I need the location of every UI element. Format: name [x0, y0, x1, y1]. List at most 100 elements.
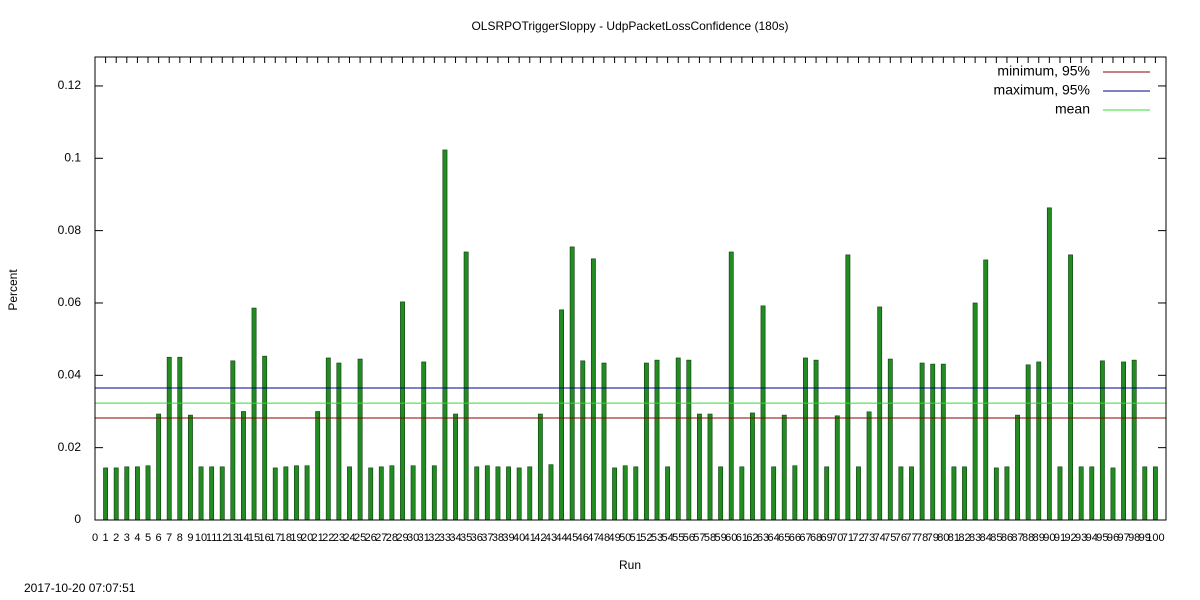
bar: [718, 466, 724, 521]
bar: [1110, 467, 1116, 521]
x-tick-label: 97: [1117, 532, 1129, 544]
x-tick-label: 75: [884, 532, 896, 544]
bar: [283, 466, 289, 521]
bar: [601, 362, 607, 521]
x-tick-label: 92: [1064, 532, 1076, 544]
bar: [315, 411, 321, 521]
bar: [1089, 466, 1095, 521]
bar: [103, 467, 109, 521]
bar: [887, 358, 893, 521]
x-tick-label: 58: [704, 532, 716, 544]
bar: [856, 466, 861, 521]
x-tick-label: 54: [661, 532, 673, 544]
x-tick-label: 63: [757, 532, 769, 544]
bar: [410, 465, 416, 521]
x-tick-label: 61: [736, 532, 748, 544]
bar: [463, 251, 469, 521]
x-tick-label: 56: [683, 532, 695, 544]
x-tick-label: 99: [1139, 532, 1151, 544]
bar: [739, 466, 745, 521]
x-tick-label: 83: [969, 532, 981, 544]
bar: [389, 465, 395, 521]
bar: [124, 466, 130, 521]
x-tick-label: 87: [1011, 532, 1023, 544]
x-tick-label: 31: [418, 532, 430, 544]
bar: [294, 465, 299, 521]
bar: [760, 305, 766, 521]
bar: [569, 246, 575, 521]
x-tick-label: 71: [842, 532, 854, 544]
bar: [643, 362, 649, 521]
x-tick-label: 16: [259, 532, 271, 544]
bar: [633, 466, 639, 521]
timestamp: 2017-10-20 07:07:51: [24, 581, 136, 595]
x-tick-label: 41: [524, 532, 536, 544]
bar: [750, 412, 755, 521]
x-tick-label: 20: [301, 532, 313, 544]
x-tick-label: 91: [1054, 532, 1066, 544]
bar: [474, 466, 480, 521]
bar: [877, 306, 883, 521]
x-tick-label: 4: [134, 532, 140, 544]
bar: [1057, 466, 1063, 521]
x-tick-label: 9: [187, 532, 193, 544]
x-tick-label: 13: [227, 532, 239, 544]
x-tick-label: 37: [481, 532, 493, 544]
x-tick-label: 78: [916, 532, 928, 544]
bar: [325, 357, 331, 521]
bar: [145, 465, 151, 521]
x-tick-label: 82: [958, 532, 970, 544]
bar: [771, 466, 777, 521]
x-tick-label: 21: [312, 532, 324, 544]
y-tick-label: 0.1: [64, 150, 81, 164]
x-tick-label: 76: [895, 532, 907, 544]
x-tick-label: 70: [831, 532, 843, 544]
x-tick-label: 17: [269, 532, 281, 544]
x-tick-label: 57: [693, 532, 705, 544]
x-tick-label: 67: [799, 532, 811, 544]
x-tick-label: 11: [206, 532, 217, 544]
bar: [665, 466, 671, 521]
x-tick-label: 84: [980, 532, 992, 544]
x-tick-label: 55: [672, 532, 684, 544]
x-tick-label: 50: [619, 532, 631, 544]
x-tick-label: 62: [746, 532, 758, 544]
x-tick-label: 35: [460, 532, 472, 544]
x-tick-label: 22: [322, 532, 334, 544]
x-tick-label: 19: [290, 532, 302, 544]
bar: [156, 413, 162, 521]
bar: [177, 356, 183, 521]
x-tick-label: 65: [778, 532, 790, 544]
bar: [813, 359, 819, 521]
bar: [792, 465, 798, 521]
bar: [909, 466, 914, 521]
bar: [824, 466, 830, 521]
bar: [580, 360, 586, 521]
bar: [198, 466, 204, 521]
bar: [686, 359, 692, 521]
x-tick-label: 38: [492, 532, 504, 544]
x-tick-label: 45: [566, 532, 578, 544]
x-tick-label: 100: [1146, 532, 1164, 544]
x-tick-label: 72: [852, 532, 864, 544]
bar: [336, 362, 342, 521]
x-tick-label: 59: [715, 532, 727, 544]
bar: [495, 466, 501, 521]
bar: [113, 467, 119, 521]
x-tick-label: 23: [333, 532, 345, 544]
bar: [251, 307, 257, 521]
bar: [134, 466, 140, 521]
bar: [590, 258, 596, 521]
x-tick-label: 47: [587, 532, 599, 544]
bar: [951, 466, 957, 521]
bar: [612, 467, 618, 521]
y-tick-label: 0: [74, 512, 81, 526]
bar: [357, 358, 363, 521]
x-tick-label: 95: [1096, 532, 1108, 544]
x-tick-label: 12: [216, 532, 228, 544]
x-tick-label: 32: [428, 532, 440, 544]
bar: [834, 415, 840, 521]
bar: [1036, 361, 1042, 521]
bar: [559, 309, 564, 521]
y-tick-label: 0.06: [58, 295, 82, 309]
